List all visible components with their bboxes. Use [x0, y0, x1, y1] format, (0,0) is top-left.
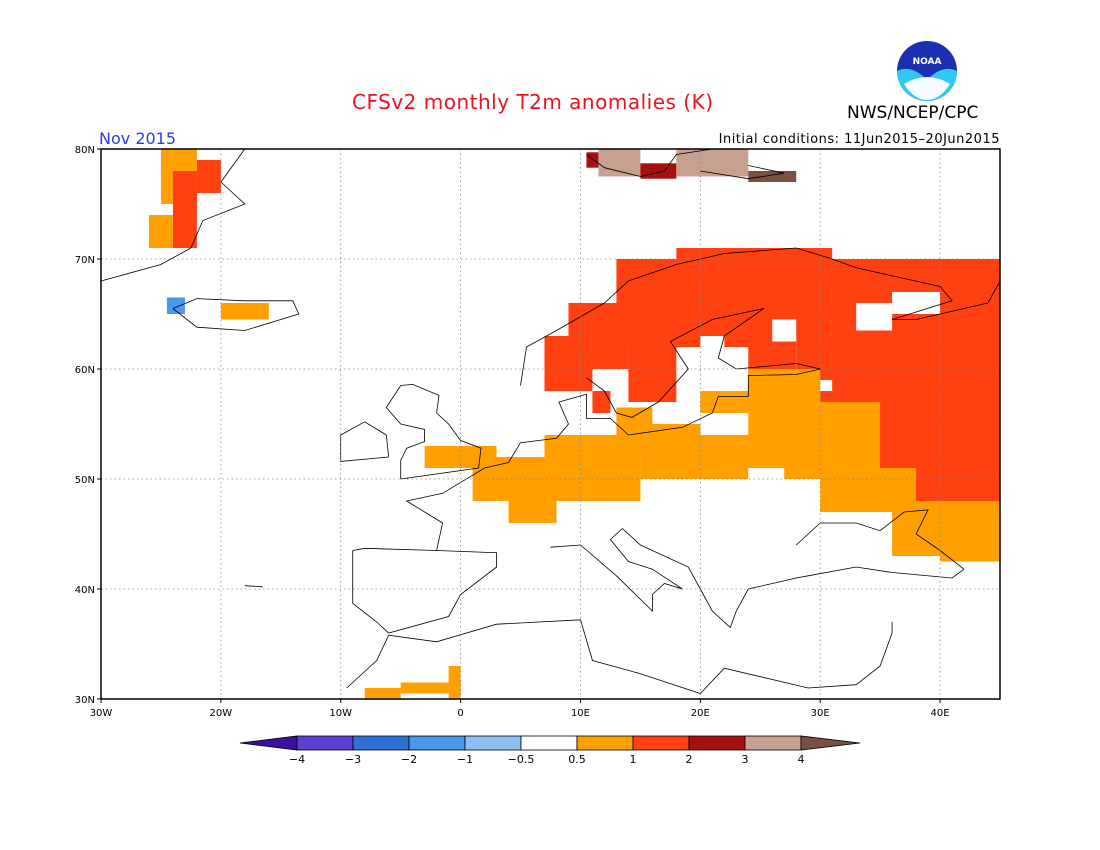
lat-label: 50N	[75, 475, 95, 486]
coastline	[586, 149, 713, 177]
colorbar-segment	[576, 735, 634, 751]
lat-label: 40N	[75, 585, 95, 596]
anomaly-cell	[940, 534, 1000, 562]
lat-label: 70N	[75, 255, 95, 266]
colorbar: −4 −3 −2 −1 −0.5 0.5 1 2 3 4	[239, 735, 861, 766]
colorbar-label: −3	[345, 753, 361, 766]
colorbar-label: −2	[401, 753, 417, 766]
anomaly-cell	[448, 666, 461, 699]
colorbar-label: 0.5	[568, 753, 586, 766]
anomaly-cell	[748, 171, 797, 182]
coastline	[622, 528, 965, 629]
colorbar-arrow-high	[800, 735, 861, 751]
lon-label: 10W	[329, 708, 352, 719]
coastline	[388, 619, 893, 694]
anomaly-cell	[364, 688, 401, 699]
colorbar-segment	[520, 735, 578, 751]
lat-label: 60N	[75, 365, 95, 376]
anomaly-cell	[676, 149, 749, 177]
anomaly-cell	[904, 424, 1000, 501]
anomaly-cell	[400, 682, 449, 694]
colorbar-label: 4	[798, 753, 805, 766]
colorbar-label: −1	[457, 753, 473, 766]
coastline	[340, 421, 390, 462]
anomaly-cell	[148, 215, 173, 248]
coastline	[244, 585, 263, 588]
agency-label: NWS/NCEP/CPC	[847, 103, 979, 123]
colorbar-label: 1	[630, 753, 637, 766]
coastline	[346, 635, 390, 689]
neutral-cell	[772, 319, 797, 342]
colorbar-segment	[688, 735, 746, 751]
lon-label: 10E	[571, 708, 590, 719]
initial-conditions: Initial conditions: 11Jun2015–20Jun2015	[718, 132, 1000, 147]
colorbar-arrow-low	[239, 735, 298, 751]
anomaly-cells	[148, 149, 1000, 699]
colorbar-segment	[464, 735, 522, 751]
neutral-cell	[724, 347, 749, 386]
colorbar-segment	[744, 735, 802, 751]
anomaly-cell	[586, 152, 599, 168]
map-title: CFSv2 monthly T2m anomalies (K)	[352, 90, 714, 114]
coastline	[700, 165, 785, 180]
neutral-cell	[856, 303, 893, 331]
coastline	[281, 711, 299, 718]
anomaly-cell	[784, 402, 881, 479]
latitude-labels: 80N 70N 60N 50N 40N 30N	[75, 145, 101, 706]
svg-text:NOAA: NOAA	[913, 57, 942, 67]
lon-label: 30W	[90, 708, 113, 719]
colorbar-segment	[408, 735, 466, 751]
anomaly-cell	[640, 163, 677, 179]
colorbar-label: 2	[686, 753, 693, 766]
lon-label: 20E	[691, 708, 710, 719]
coastline	[385, 383, 482, 480]
noaa-logo: NOAA	[897, 41, 957, 101]
lon-label: 20W	[210, 708, 233, 719]
colorbar-label: −4	[289, 753, 305, 766]
colorbar-segment	[632, 735, 690, 751]
map-frame	[100, 148, 1001, 700]
gridlines	[101, 149, 1000, 699]
lon-label: 30E	[811, 708, 830, 719]
coastline	[550, 528, 683, 612]
coastline	[352, 547, 498, 634]
anomaly-cell	[166, 297, 185, 314]
neutral-cell	[892, 292, 941, 314]
coastline	[172, 298, 300, 331]
neutral-cell	[700, 413, 749, 435]
anomaly-cell	[172, 171, 197, 248]
lat-label: 30N	[75, 695, 95, 706]
anomaly-cell	[700, 253, 773, 303]
lat-label: 80N	[75, 145, 95, 156]
coastline	[795, 509, 965, 570]
anomaly-cell	[598, 149, 641, 177]
colorbar-label: 3	[742, 753, 749, 766]
anomaly-cell	[196, 160, 221, 193]
coastline	[586, 308, 821, 418]
longitude-labels: 30W 20W 10W 0 10E 20E 30E 40E	[90, 699, 950, 719]
coastline	[405, 368, 821, 551]
lon-label: 0	[457, 708, 463, 719]
forecast-month: Nov 2015	[99, 129, 177, 148]
lon-label: 40E	[931, 708, 950, 719]
colorbar-label: −0.5	[508, 753, 535, 766]
colorbar-segment	[352, 735, 410, 751]
anomaly-cell	[220, 303, 269, 320]
anomaly-cell	[592, 391, 611, 413]
anomaly-cell	[748, 369, 821, 402]
neutral-cell	[688, 369, 725, 391]
colorbar-segment	[296, 735, 354, 751]
